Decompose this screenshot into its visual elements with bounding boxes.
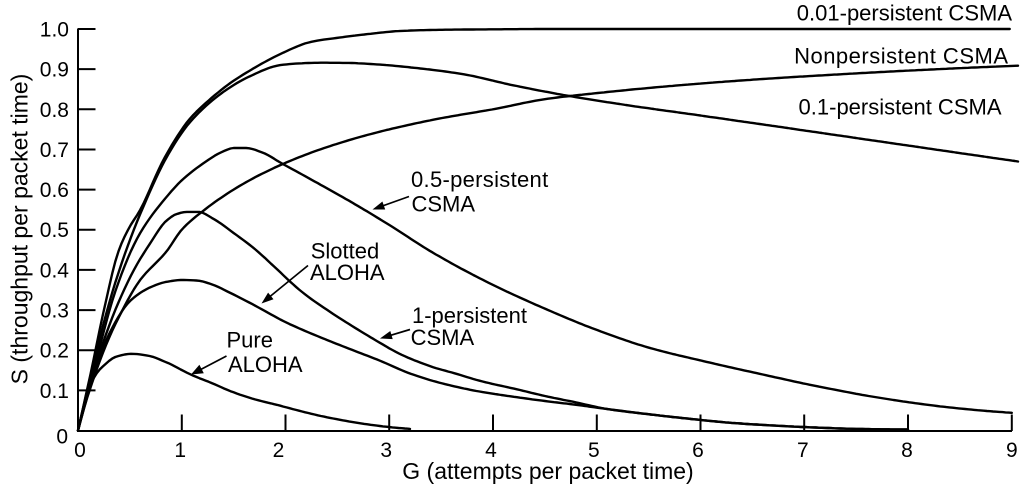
- svg-text:9: 9: [1006, 439, 1018, 462]
- svg-text:0.2: 0.2: [40, 340, 69, 363]
- svg-text:0.01-persistent CSMA: 0.01-persistent CSMA: [797, 1, 1013, 26]
- svg-text:0.5: 0.5: [40, 219, 69, 242]
- svg-text:4: 4: [485, 439, 497, 462]
- svg-text:0.5-persistent: 0.5-persistent: [411, 167, 549, 192]
- svg-text:Pure: Pure: [227, 328, 273, 353]
- svg-text:Slotted: Slotted: [311, 239, 380, 264]
- svg-text:7: 7: [797, 439, 809, 462]
- svg-text:0: 0: [74, 439, 86, 462]
- svg-text:3: 3: [380, 439, 392, 462]
- svg-text:0.6: 0.6: [40, 179, 69, 202]
- svg-text:ALOHA: ALOHA: [228, 352, 303, 377]
- svg-text:Nonpersistent CSMA: Nonpersistent CSMA: [794, 44, 1008, 69]
- svg-text:0.4: 0.4: [40, 259, 70, 282]
- svg-text:CSMA: CSMA: [411, 325, 475, 350]
- svg-text:CSMA: CSMA: [412, 192, 476, 217]
- svg-text:0.1-persistent CSMA: 0.1-persistent CSMA: [799, 95, 1002, 120]
- svg-text:2: 2: [273, 439, 285, 462]
- svg-text:0.7: 0.7: [40, 139, 69, 162]
- svg-text:G (attempts per packet time): G (attempts per packet time): [402, 458, 693, 484]
- svg-text:8: 8: [901, 439, 913, 462]
- svg-text:1: 1: [174, 439, 186, 462]
- svg-text:0: 0: [56, 426, 68, 449]
- svg-text:0.1: 0.1: [40, 380, 69, 403]
- svg-text:6: 6: [692, 439, 704, 462]
- svg-text:ALOHA: ALOHA: [310, 260, 385, 285]
- svg-text:0.3: 0.3: [40, 300, 69, 323]
- svg-text:S (throughput per packet time): S (throughput per packet time): [7, 74, 33, 385]
- svg-text:0.8: 0.8: [40, 99, 69, 122]
- svg-text:5: 5: [588, 439, 600, 462]
- svg-text:1.0: 1.0: [40, 19, 69, 42]
- svg-text:1-persistent: 1-persistent: [412, 303, 527, 328]
- svg-text:0.9: 0.9: [40, 59, 69, 82]
